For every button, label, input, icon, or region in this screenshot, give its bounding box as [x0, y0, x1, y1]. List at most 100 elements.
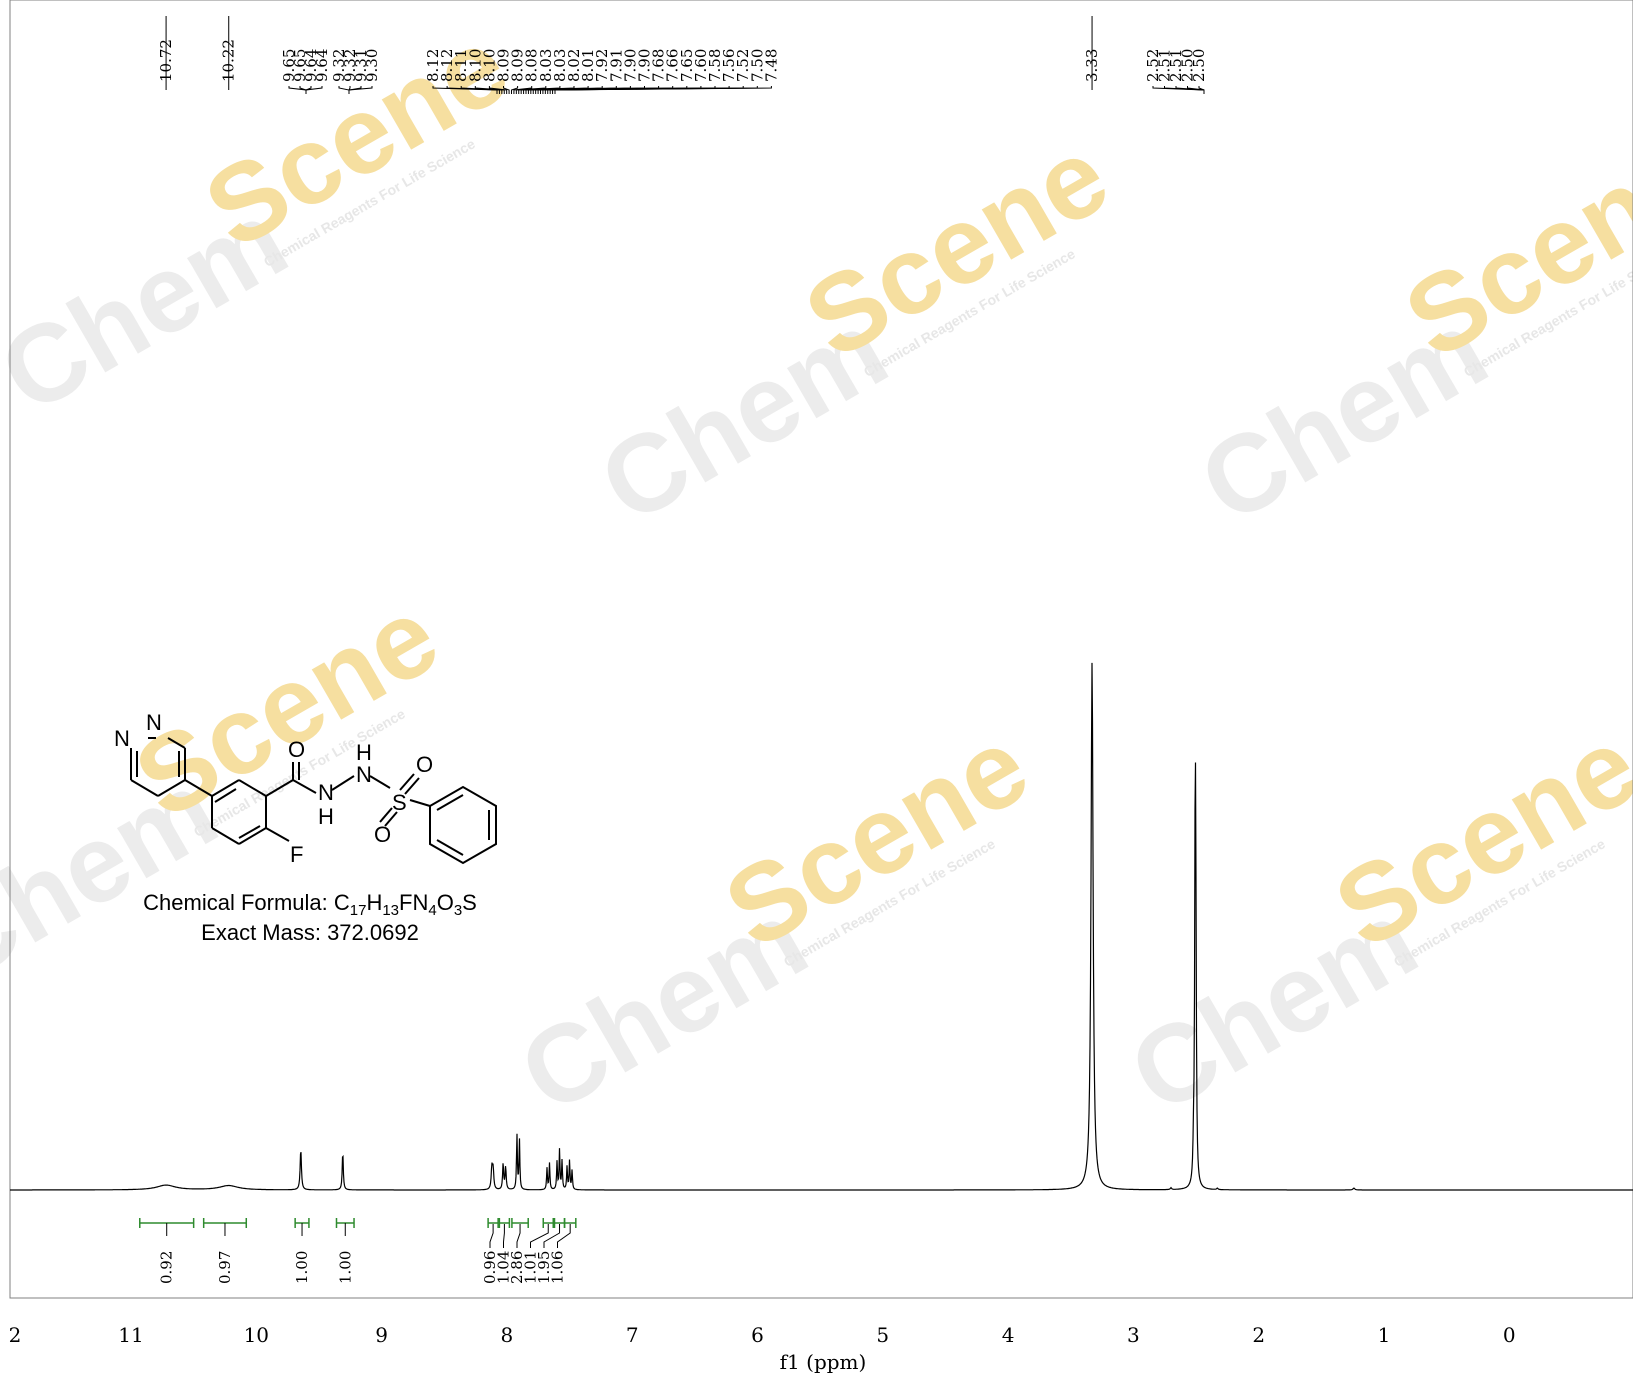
integral-value: 0.97 [216, 1251, 234, 1284]
atom-n: N [356, 762, 372, 787]
peak-label-leader [488, 86, 508, 94]
formula-value: C17H13FN4O3S [333, 890, 477, 919]
peak-label: 8.08 [523, 49, 541, 82]
peak-label-leader [288, 86, 307, 94]
peak-label: 9.65 [280, 49, 298, 82]
x-tick-label: 0 [1503, 1323, 1516, 1347]
integral-value: 1.00 [336, 1251, 354, 1284]
x-tick-label: 7 [626, 1323, 639, 1347]
peak-label: 7.68 [650, 49, 668, 82]
watermark-brand-scene: Scene [786, 114, 1128, 383]
plot-frame [9, 0, 1633, 1299]
peak-label: 7.92 [593, 49, 611, 82]
peak-label-leader [511, 86, 519, 94]
x-tick-label: 8 [501, 1323, 514, 1347]
atom-n: N [146, 710, 162, 735]
x-tick-label: 6 [751, 1323, 764, 1347]
peak-label: 9.32 [330, 49, 348, 82]
molecule-structure [130, 737, 497, 865]
x-tick-label: 2 [1252, 1323, 1265, 1347]
peak-label: 7.58 [706, 49, 724, 82]
x-tick-label: 2 [9, 1323, 22, 1347]
peak-label: 8.12 [424, 49, 442, 82]
peak-label-leader [503, 86, 510, 94]
peak-label: 9.32 [341, 49, 359, 82]
atom-n: N [114, 726, 130, 751]
peak-label: 7.60 [692, 49, 710, 82]
peak-label: 8.03 [551, 49, 569, 82]
peak-label: 9.31 [352, 49, 370, 82]
integrals-group: 0.92 0.97 1.00 1.00 0.961.042.861.011.951.06 [139, 1218, 577, 1284]
peak-label: 7.48 [762, 49, 780, 82]
integral-value: 2.86 [508, 1251, 526, 1284]
integral-value: 1.00 [293, 1251, 311, 1284]
watermark-brand-scene: Scene [706, 704, 1048, 973]
atom-o: O [288, 737, 305, 762]
x-axis-label: f1 (ppm) [780, 1350, 867, 1374]
peak-label: 7.56 [720, 49, 738, 82]
peak-label: 2.52 [1144, 49, 1162, 82]
integral-value: 0.96 [481, 1251, 499, 1284]
molecule-atom-labels: N N O N H N H S O O F [114, 710, 433, 867]
peak-label: 8.09 [495, 49, 513, 82]
peak-label: 2.51 [1167, 49, 1185, 82]
peak-label: 8.01 [579, 49, 597, 82]
x-axis-ticks: 2 11 10 9 8 7 6 5 4 3 2 1 0 [9, 1323, 1516, 1347]
peak-label-leader [348, 86, 373, 94]
atom-s: S [392, 790, 407, 815]
peak-label: 7.66 [664, 49, 682, 82]
peak-label-leader [513, 86, 533, 94]
peak-label: 7.91 [607, 49, 625, 82]
compound-info: Chemical Formula: C17H13FN4O3S Exact Mas… [100, 888, 520, 948]
peak-label: 9.30 [363, 49, 381, 82]
integral-value: 1.01 [522, 1251, 540, 1284]
atom-n: N [318, 780, 334, 805]
atom-f: F [290, 842, 303, 867]
integral-leader [543, 1224, 561, 1248]
integral-value: 1.04 [495, 1251, 513, 1284]
peak-label-leader [1198, 86, 1205, 94]
peak-label-leader [1175, 86, 1205, 94]
formula-label: Chemical Formula: [143, 890, 334, 915]
integral-leader [503, 1224, 505, 1248]
integral-leader [557, 1224, 571, 1248]
chemical-formula: Chemical Formula: C17H13FN4O3S [100, 888, 520, 918]
peak-label-leader [554, 86, 772, 94]
atom-o: O [374, 822, 391, 847]
integral-value: 1.95 [535, 1251, 553, 1284]
peak-label: 7.50 [748, 49, 766, 82]
peak-label: 9.65 [291, 49, 309, 82]
peak-labels-group: 10.72 10.22 9.659.659.649.64 9.329.329.319.… [157, 16, 1208, 94]
spectrum-line [10, 662, 1633, 1191]
exact-mass: Exact Mass: 372.0692 [201, 920, 419, 945]
peak-label: 8.11 [452, 49, 470, 82]
spectrum-trace-group [10, 662, 1633, 1191]
integral-leader [530, 1224, 549, 1248]
peak-label: 7.65 [678, 49, 696, 82]
atom-h: H [318, 804, 334, 829]
atom-o: O [416, 752, 433, 777]
integral-leader [489, 1224, 494, 1248]
peak-label: 7.90 [621, 49, 639, 82]
peak-label: 2.50 [1190, 49, 1208, 82]
x-tick-label: 1 [1378, 1323, 1391, 1347]
integral-value: 1.06 [549, 1251, 567, 1284]
peak-label-leader [474, 86, 505, 94]
peak-label: 8.03 [537, 49, 555, 82]
x-tick-label: 3 [1127, 1323, 1140, 1347]
x-tick-label: 5 [876, 1323, 889, 1347]
x-tick-label: 9 [375, 1323, 388, 1347]
peak-label: 8.10 [480, 49, 498, 82]
x-tick-label: 10 [244, 1323, 269, 1347]
peak-label: 9.64 [313, 49, 331, 82]
peak-label: 9.64 [302, 49, 320, 82]
peak-label: 2.51 [1156, 49, 1174, 82]
peak-label-leader [305, 86, 323, 94]
watermark-brand-scene: Scene [1316, 704, 1633, 973]
peak-label: 8.02 [565, 49, 583, 82]
peak-label-leader [460, 86, 503, 94]
peak-label: 8.10 [466, 49, 484, 82]
